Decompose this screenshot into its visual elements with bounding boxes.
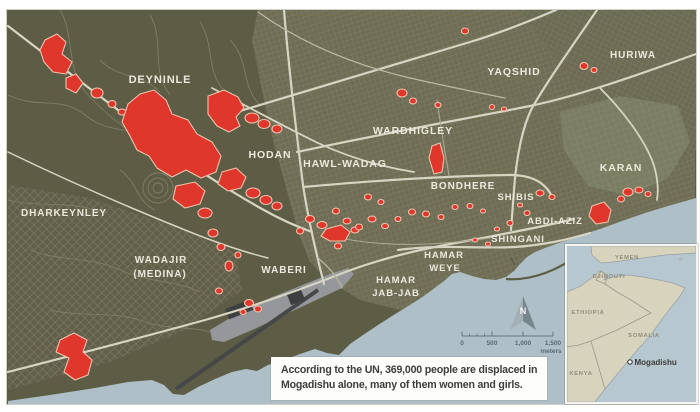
district-label-wadajir: WADAJIR xyxy=(135,255,187,266)
district-label-hamar-weye-line1: HAMAR xyxy=(424,250,464,261)
minor-roads xyxy=(7,10,261,333)
scale-tick-1500: 1,500 xyxy=(545,340,562,347)
inset-country-labels: YEMEN DJIBOUTI ETHIOPIA SOMALIA KENYA xyxy=(569,255,660,377)
north-arrow: N xyxy=(510,296,536,330)
inset-map: YEMEN DJIBOUTI ETHIOPIA SOMALIA KENYA Mo… xyxy=(565,244,698,404)
district-label-shibis: SHIBIS xyxy=(497,192,534,203)
district-label-waberi: WABERI xyxy=(261,265,306,276)
district-label-hodan: HODAN xyxy=(249,149,292,161)
inset-label-ethiopia: ETHIOPIA xyxy=(572,310,605,316)
district-label-abdi-aziz: ABDI-AZIZ xyxy=(527,216,583,227)
district-label-hawl-wadag: HAWL-WADAG xyxy=(303,158,387,170)
caption-line-1: According to the UN, 369,000 people are … xyxy=(281,364,538,376)
district-label-hamar-jab-jab-line2: JAB-JAB xyxy=(372,288,419,299)
scale-bar: 0 500 1,000 1,500 meters xyxy=(460,331,562,355)
mogadishu-map: DEYNINLE HODAN HAWL-WADAG WARDHIGLEY YAQ… xyxy=(6,9,697,405)
district-label-hamar-weye-line2: WEYE xyxy=(429,263,461,274)
inset-city-marker: Mogadishu xyxy=(627,358,677,367)
inset-land xyxy=(567,246,696,402)
district-label-huriwa: HURIWA xyxy=(610,50,656,61)
scale-tick-0: 0 xyxy=(460,340,464,347)
district-labels: DEYNINLE HODAN HAWL-WADAG WARDHIGLEY YAQ… xyxy=(21,50,656,299)
inset-label-kenya: KENYA xyxy=(569,371,592,377)
scale-tick-500: 500 xyxy=(487,340,498,347)
district-label-bondhere: BONDHERE xyxy=(431,181,495,192)
mogadishu-dot xyxy=(627,359,633,365)
district-label-shingani: SHINGANI xyxy=(491,234,545,245)
district-label-dharkeynley: DHARKEYNLEY xyxy=(21,208,107,219)
inset-borders xyxy=(567,270,652,390)
inset-label-mogadishu: Mogadishu xyxy=(635,358,677,367)
scale-unit-label: meters xyxy=(540,348,562,355)
district-label-wardhigley: WARDHIGLEY xyxy=(373,125,453,137)
district-label-medina: (MEDINA) xyxy=(133,269,186,280)
north-arrow-label: N xyxy=(520,306,527,316)
district-label-deyninle: DEYNINLE xyxy=(129,74,192,86)
district-label-karan: KARAN xyxy=(600,162,642,174)
inset-label-somalia: SOMALIA xyxy=(628,333,660,339)
map-canvas: DEYNINLE HODAN HAWL-WADAG WARDHIGLEY YAQ… xyxy=(7,10,696,404)
pier xyxy=(510,257,516,266)
idp-area-polygons xyxy=(39,27,652,381)
district-label-hamar-jab-jab-line1: HAMAR xyxy=(376,275,416,286)
inset-label-djibouti: DJIBOUTI xyxy=(593,274,626,280)
inset-label-yemen: YEMEN xyxy=(615,255,639,261)
runway xyxy=(174,288,320,391)
scale-tick-1000: 1,000 xyxy=(515,340,532,347)
caption-box: According to the UN, 369,000 people are … xyxy=(271,357,548,400)
district-label-yaqshid: YAQSHID xyxy=(487,66,540,78)
caption-line-2: Mogadishu alone, many of them women and … xyxy=(281,379,523,391)
